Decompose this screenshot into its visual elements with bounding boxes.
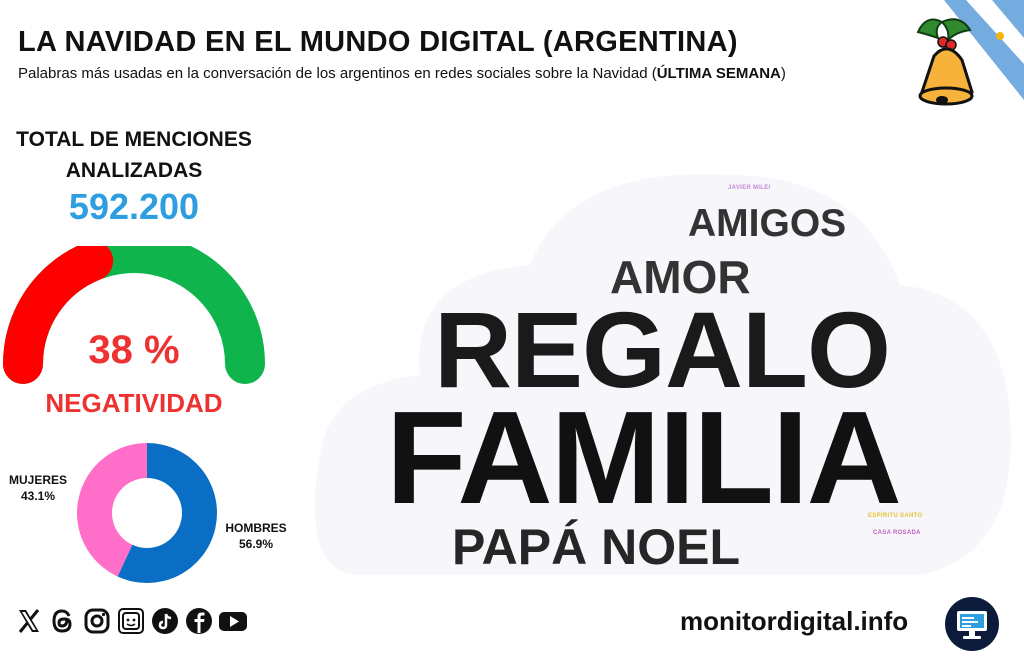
negativity-label: NEGATIVIDAD xyxy=(45,388,223,418)
site-url[interactable]: monitordigital.info xyxy=(680,606,909,636)
women-legend: MUJERES 43.1% xyxy=(8,473,67,503)
tiktok-icon[interactable] xyxy=(150,606,180,636)
word-papa-noel: PAPÁ NOEL xyxy=(452,519,740,575)
negativity-gauge xyxy=(3,246,265,384)
social-icons-bar xyxy=(14,606,248,636)
total-mentions-label: TOTAL DE MENCIONES ANALIZADAS xyxy=(16,128,252,182)
facebook-icon[interactable] xyxy=(184,606,214,636)
total-mentions-value: 592.200 xyxy=(68,186,200,227)
word-familia: FAMILIA xyxy=(386,384,902,531)
word-amor: AMOR xyxy=(610,251,751,303)
gauge-value-arc xyxy=(3,246,114,384)
page-subtitle: Palabras más usadas en la conversación d… xyxy=(18,65,786,82)
word-regalo: REGALO xyxy=(434,289,891,410)
word-cloud-background xyxy=(315,174,1011,575)
donut-slice-mujeres xyxy=(77,443,147,577)
negativity-value: 38 % xyxy=(88,328,180,372)
word-casa-rosada: CASA ROSADA xyxy=(873,530,921,536)
christmas-bell-icon xyxy=(916,18,974,106)
word-espiritu-santo: ESPÍRITU SANTO xyxy=(868,513,923,519)
youtube-icon[interactable] xyxy=(218,606,248,636)
word-amigos: AMIGOS xyxy=(688,202,847,245)
word-javier-milei: JAVIER MILEI xyxy=(728,185,771,191)
threads-icon[interactable] xyxy=(48,606,78,636)
men-legend: HOMBRES 56.9% xyxy=(225,521,287,551)
monitor-icon xyxy=(945,597,999,651)
instagram-icon[interactable] xyxy=(82,606,112,636)
gender-donut-chart xyxy=(77,443,218,583)
news-icon[interactable] xyxy=(116,606,146,636)
x-icon[interactable] xyxy=(14,606,44,636)
donut-slice-hombres xyxy=(117,443,218,583)
page-title: LA NAVIDAD EN EL MUNDO DIGITAL (ARGENTIN… xyxy=(18,26,738,58)
